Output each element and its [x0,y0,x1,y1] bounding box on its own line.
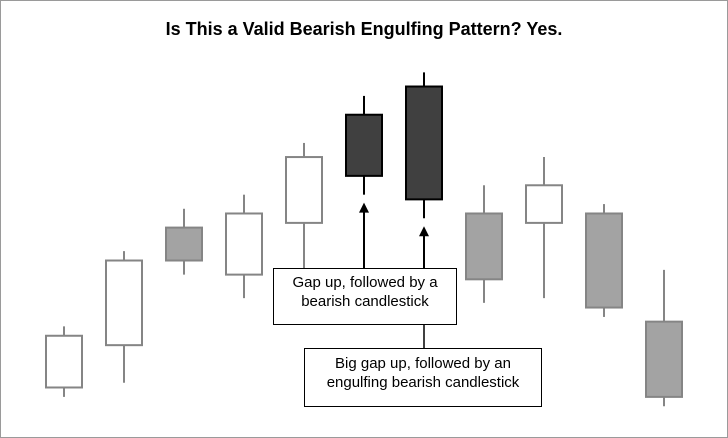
candle-body [465,212,503,281]
arrow-head-icon [359,202,369,213]
candle-body [165,226,203,262]
candle-body [105,259,143,347]
candle-body [405,85,443,201]
callout-gap-up-line-1: Gap up, followed by a [292,274,438,291]
callout-big-gap-up: Big gap up, followed by an engulfing bea… [304,348,542,407]
callout-big-gap-up-line-1: Big gap up, followed by an [335,355,511,372]
candle-body [285,156,323,224]
candle-body [645,320,683,398]
candle-body [45,334,83,389]
candle-body [585,212,623,309]
candle-body [525,184,563,224]
candle-body [225,212,263,276]
arrow-head-icon [419,226,429,237]
chart-title: Is This a Valid Bearish Engulfing Patter… [165,19,563,39]
callout-gap-up: Gap up, followed by a bearish candlestic… [273,268,457,325]
callout-big-gap-up-line-2: engulfing bearish candlestick [326,374,520,391]
candle-body [345,113,383,177]
callout-gap-up-line-2: bearish candlestick [301,293,429,310]
